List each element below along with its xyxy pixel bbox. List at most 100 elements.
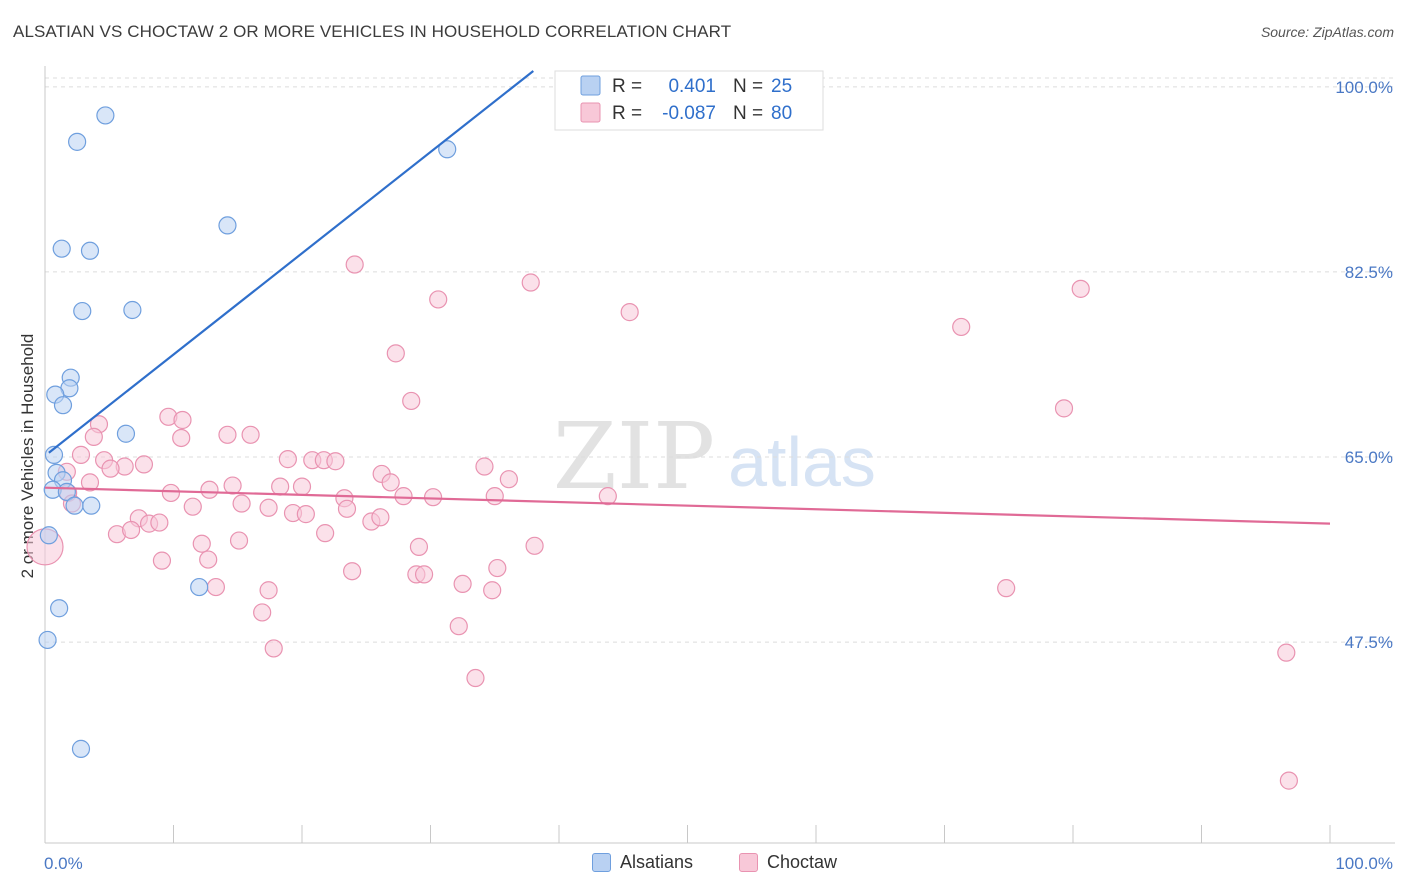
source-credit: Source: ZipAtlas.com [1260,24,1394,40]
choctaw-point [1054,399,1074,418]
choctaw-point [394,487,413,506]
choctaw-point [483,581,502,600]
alsatian-point [96,106,115,125]
series-swatch-choctaw [739,853,758,872]
alsatian-point [80,241,100,260]
choctaw-point [414,565,434,584]
axes [44,66,1395,844]
choctaw-point [192,534,211,553]
gridlines [45,77,1395,643]
choctaw-point [292,477,312,496]
choctaw-point [620,303,639,322]
choctaw-point [449,617,468,636]
alsatian-point [39,526,58,545]
choctaw-point [485,487,504,506]
alsatian-point [52,239,71,258]
legend-n-value-choctaw: 80 [771,103,792,124]
choctaw-point [598,487,617,506]
choctaw-point [402,391,421,411]
x-tick-label-end: 100.0% [1335,854,1393,873]
choctaw-point [997,579,1016,598]
legend-n-value-alsatians: 25 [771,76,792,97]
choctaw-point [475,457,494,476]
choctaw-point [183,497,202,516]
correlation-legend: R = 0.401 N = 25 R = -0.087 N = 80 [554,70,824,131]
choctaw-trend-line [44,486,1331,525]
legend-swatch-choctaw [580,102,601,123]
choctaw-point [453,574,472,594]
alsatian-point [38,630,57,650]
choctaw-point [259,581,278,600]
choctaw-point [121,520,141,540]
choctaw-point [326,452,345,471]
watermark-atlas: atlas [728,423,876,501]
choctaw-point [150,513,169,532]
choctaw-point [173,410,192,430]
series-label-alsatians: Alsatians [620,852,694,872]
alsatian-point [123,300,142,320]
choctaw-point [101,459,120,478]
choctaw-point [134,455,154,474]
x-tick-labels: 0.0% 100.0% [44,854,1393,873]
choctaw-point [429,290,448,309]
choctaw-point [172,428,191,448]
choctaw-point [259,498,278,517]
choctaw-point [345,255,364,274]
choctaw-point [84,427,103,447]
choctaw-point [409,537,429,556]
legend-r-label-choctaw: R = [612,103,642,124]
choctaw-point [1279,771,1298,790]
watermark-zip: ZIP [553,403,715,510]
choctaw-point [1277,643,1296,662]
choctaw-point [161,483,181,503]
alsatian-point [65,496,84,515]
alsatian-point [44,445,64,464]
choctaw-point [80,473,100,492]
trend-lines [44,70,1331,525]
y-tick-labels: 100.0% 82.5% 65.0% 47.5% [1335,78,1393,652]
alsatian-point [53,396,73,415]
legend-swatch-alsatians [580,75,601,96]
alsatian-point [82,496,101,515]
choctaw-point [316,524,335,543]
alsatian-point [73,301,92,321]
series-swatch-alsatians [592,853,611,872]
legend-n-label-alsatians: N = [733,76,763,97]
choctaw-point [371,508,390,527]
alsatian-point [50,599,69,618]
choctaw-point [229,531,249,550]
legend-n-label-choctaw: N = [733,103,763,124]
choctaw-point [71,445,91,464]
x-tick-label-start: 0.0% [44,854,83,873]
choctaw-point [466,668,485,688]
legend-r-value-choctaw: -0.087 [662,103,716,124]
choctaw-point [499,470,518,489]
choctaw-point [381,473,400,492]
alsatian-point [438,140,457,159]
choctaw-point [200,480,219,499]
choctaw-point [271,477,290,496]
series-legend: Alsatians Choctaw [0,852,1406,878]
choctaw-point [423,488,443,507]
choctaw-point [232,494,251,513]
choctaw-point [206,577,226,597]
series-legend-choctaw: Choctaw [739,852,837,873]
choctaw-point [253,603,272,622]
y-tick-label: 47.5% [1345,633,1393,652]
choctaw-point [952,317,971,337]
choctaw-point [521,273,540,292]
y-tick-label: 100.0% [1335,78,1393,97]
series-legend-alsatians: Alsatians [592,852,693,873]
choctaw-point [1071,279,1090,298]
choctaw-points [26,255,1298,790]
alsatian-point [71,739,91,758]
choctaw-point [241,425,260,444]
choctaw-point [218,425,237,444]
choctaw-point [386,344,405,363]
series-label-choctaw: Choctaw [767,852,838,872]
alsatian-point [68,132,87,151]
choctaw-point [296,505,315,524]
legend-r-value-alsatians: 0.401 [668,76,716,97]
alsatian-point [116,424,136,443]
